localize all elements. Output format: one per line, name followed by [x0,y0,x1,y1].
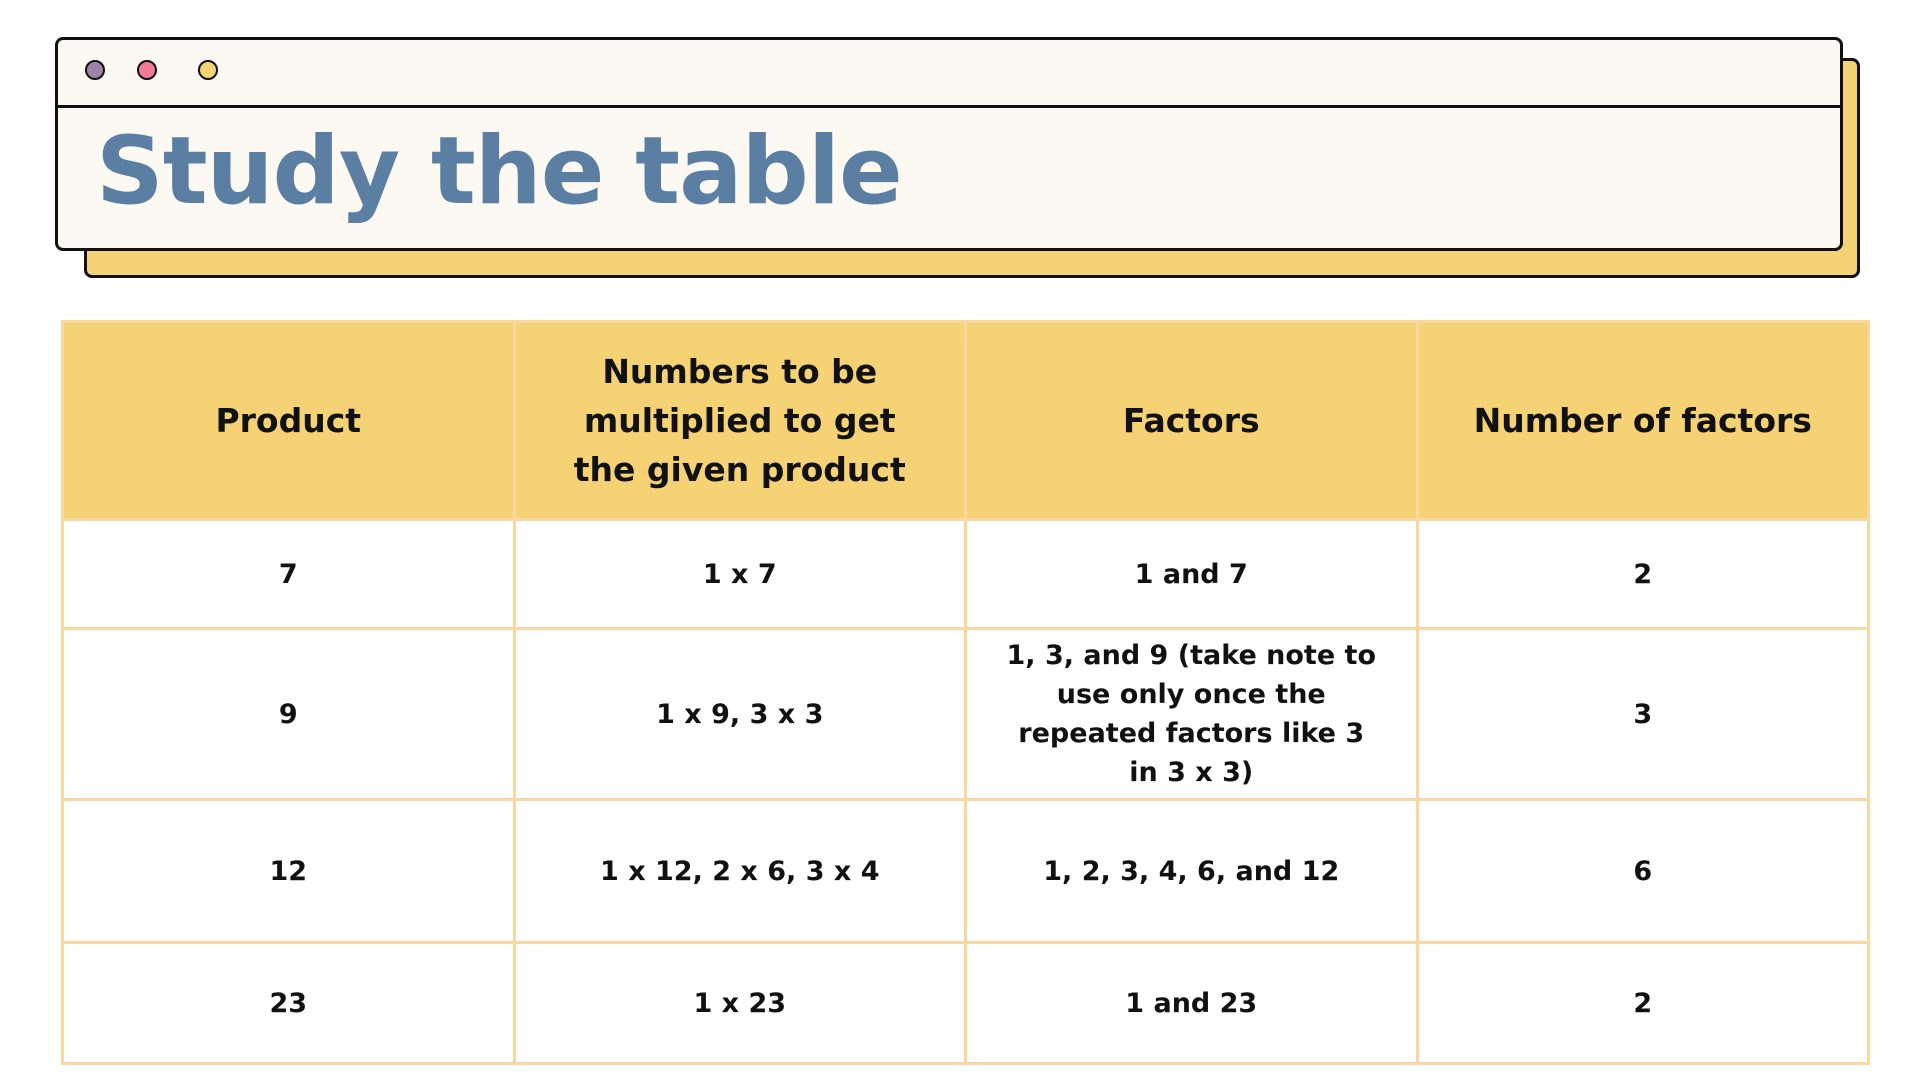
window-dot-purple-icon [85,60,105,80]
cell-factors: 1, 3, and 9 (take note to use only once … [964,627,1419,801]
header-number-of-factors: Number of factors [1415,320,1870,521]
header-multiplied-numbers: Numbers to be multiplied to get the give… [512,320,967,521]
cell-product: 23 [61,941,516,1065]
cell-multiplied-numbers: 1 x 23 [512,941,967,1065]
cell-factors: 1 and 23 [964,941,1419,1065]
factors-table: Product Numbers to be multiplied to get … [61,320,1870,1065]
window-dot-pink-icon [137,60,157,80]
window-dot-yellow-icon [198,60,218,80]
page-title: Study the table [96,117,903,226]
header-product: Product [61,320,516,521]
table-row: 7 1 x 7 1 and 7 2 [61,518,1870,630]
factors-table-container: Product Numbers to be multiplied to get … [61,320,1870,1065]
cell-multiplied-numbers: 1 x 9, 3 x 3 [512,627,967,801]
table-row: 9 1 x 9, 3 x 3 1, 3, and 9 (take note to… [61,627,1870,801]
table-row: 12 1 x 12, 2 x 6, 3 x 4 1, 2, 3, 4, 6, a… [61,798,1870,944]
header-factors: Factors [964,320,1419,521]
cell-number-of-factors: 2 [1415,941,1870,1065]
cell-multiplied-numbers: 1 x 12, 2 x 6, 3 x 4 [512,798,967,944]
cell-factors: 1, 2, 3, 4, 6, and 12 [964,798,1419,944]
table-row: 23 1 x 23 1 and 23 2 [61,941,1870,1065]
cell-factors: 1 and 7 [964,518,1419,630]
cell-number-of-factors: 3 [1415,627,1870,801]
title-window: Study the table [55,37,1843,251]
cell-number-of-factors: 6 [1415,798,1870,944]
cell-number-of-factors: 2 [1415,518,1870,630]
cell-product: 7 [61,518,516,630]
window-titlebar [58,40,1840,108]
cell-product: 9 [61,627,516,801]
cell-product: 12 [61,798,516,944]
table-header-row: Product Numbers to be multiplied to get … [61,320,1870,521]
cell-multiplied-numbers: 1 x 7 [512,518,967,630]
